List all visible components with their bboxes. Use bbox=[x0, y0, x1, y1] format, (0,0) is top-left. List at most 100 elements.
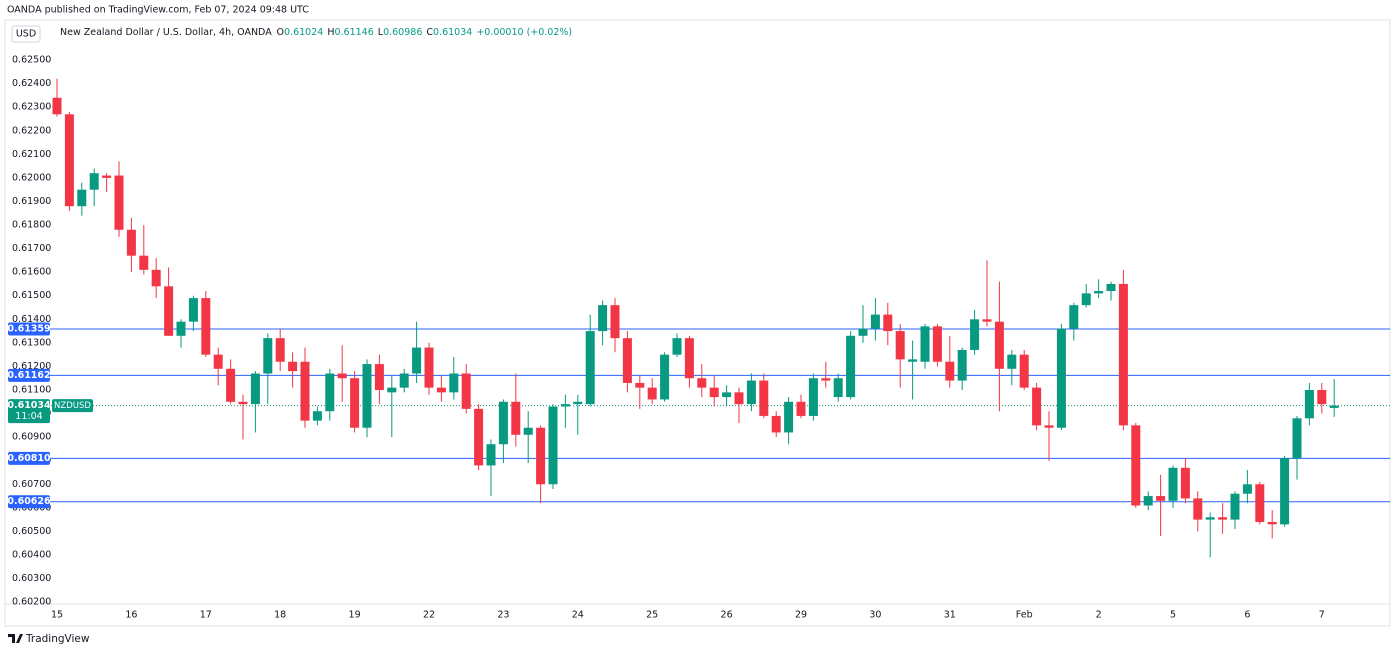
candle-body bbox=[1118, 283, 1128, 426]
candle-body bbox=[833, 378, 843, 398]
candle-body bbox=[449, 373, 459, 393]
candle-body bbox=[982, 319, 992, 322]
candle-body bbox=[1193, 498, 1203, 520]
symbol-box bbox=[52, 399, 93, 413]
candle-body bbox=[52, 97, 62, 115]
y-tick-label: 0.60700 bbox=[12, 479, 51, 490]
y-tick-label: 0.61500 bbox=[12, 290, 51, 301]
candle-body bbox=[697, 378, 707, 388]
y-tick-label: 0.61800 bbox=[12, 220, 51, 231]
candle-body bbox=[1230, 493, 1240, 520]
candle-body bbox=[114, 175, 124, 230]
candle-body bbox=[1143, 496, 1153, 506]
candle-body bbox=[957, 349, 967, 381]
y-tick-label: 0.61100 bbox=[12, 385, 51, 396]
ohlc-value: 0.60986 bbox=[383, 27, 422, 38]
candle-body bbox=[1069, 305, 1079, 329]
x-tick-label: 31 bbox=[944, 610, 956, 621]
y-tick-label: 0.62100 bbox=[12, 149, 51, 160]
y-tick-label: 0.60300 bbox=[12, 573, 51, 584]
candle-body bbox=[709, 387, 719, 398]
x-tick-label: 26 bbox=[721, 610, 733, 621]
chart-frame bbox=[4, 19, 1391, 627]
candle-body bbox=[1007, 354, 1017, 369]
candle-body bbox=[1280, 458, 1290, 525]
candle-body bbox=[858, 328, 868, 336]
last-price-box bbox=[8, 399, 50, 424]
candle-body bbox=[1019, 354, 1029, 388]
candle-body bbox=[523, 427, 533, 435]
level-label: 0.61359 bbox=[7, 323, 50, 334]
candle-body bbox=[1168, 467, 1178, 501]
candle-body bbox=[188, 298, 198, 322]
candle-body bbox=[1081, 293, 1091, 306]
candle-body bbox=[1044, 425, 1054, 428]
candle-body bbox=[1292, 418, 1302, 459]
y-tick-label: 0.62000 bbox=[12, 172, 51, 183]
published-note: OANDA published on TradingView.com, Feb … bbox=[7, 5, 309, 16]
change: +0.00010 (+0.02%) bbox=[476, 27, 572, 38]
candle-body bbox=[288, 361, 298, 372]
candle-body bbox=[1317, 390, 1327, 405]
candle-body bbox=[213, 354, 223, 369]
x-tick-label: Feb bbox=[1016, 610, 1033, 621]
candle-body bbox=[164, 286, 174, 336]
candle-body bbox=[102, 175, 112, 178]
candle-body bbox=[1032, 387, 1042, 426]
candle-body bbox=[610, 305, 620, 339]
candle-body bbox=[300, 361, 310, 421]
candle-body bbox=[1255, 484, 1265, 522]
candle-body bbox=[684, 338, 694, 379]
candle-body bbox=[647, 387, 657, 400]
ohlc-value: 0.61034 bbox=[433, 27, 472, 38]
x-tick-label: 29 bbox=[795, 610, 807, 621]
candle-body bbox=[424, 347, 434, 388]
candle-body bbox=[622, 338, 632, 383]
currency-button[interactable] bbox=[11, 25, 41, 43]
level-label: 0.60810 bbox=[7, 453, 51, 464]
candle-body bbox=[970, 319, 980, 350]
candle-body bbox=[1094, 291, 1104, 294]
ohlc-key: C bbox=[426, 27, 433, 38]
ohlc-key: O bbox=[277, 27, 284, 38]
candle-body bbox=[821, 378, 831, 381]
level-label: 0.61162 bbox=[7, 370, 50, 381]
candle-body bbox=[1056, 328, 1066, 428]
candle-body bbox=[635, 382, 645, 388]
candle-body bbox=[746, 380, 756, 405]
candle-body bbox=[176, 321, 186, 336]
candle-body bbox=[238, 401, 248, 405]
x-tick-label: 22 bbox=[423, 610, 435, 621]
y-tick-label: 0.60200 bbox=[12, 597, 51, 608]
candle-body bbox=[362, 364, 372, 428]
candle-body bbox=[536, 427, 546, 485]
countdown-label: 11:04 bbox=[15, 411, 42, 422]
candle-body bbox=[1218, 517, 1228, 520]
y-tick-label: 0.61300 bbox=[12, 337, 51, 348]
candle-body bbox=[784, 401, 794, 433]
y-tick-label: 0.61400 bbox=[12, 314, 51, 325]
candle-body bbox=[759, 380, 769, 416]
x-tick-label: 17 bbox=[200, 610, 212, 621]
candle-body bbox=[412, 347, 422, 374]
candle-body bbox=[461, 373, 471, 409]
candle-body bbox=[275, 338, 285, 362]
ohlc-value: 0.61146 bbox=[334, 27, 373, 38]
currency-label[interactable]: USD bbox=[16, 29, 36, 40]
level-label-box bbox=[8, 322, 50, 336]
candle-body bbox=[350, 378, 360, 428]
candle-body bbox=[895, 331, 905, 360]
candle-body bbox=[771, 415, 781, 433]
candle-body bbox=[1180, 467, 1190, 499]
y-tick-label: 0.61200 bbox=[12, 361, 51, 372]
level-label-box bbox=[8, 451, 50, 465]
candle-body bbox=[226, 368, 236, 402]
candle-body bbox=[201, 298, 211, 355]
candle-body bbox=[89, 173, 99, 190]
legend-line: New Zealand Dollar / U.S. Dollar, 4h, OA… bbox=[60, 27, 572, 38]
symbol-title: New Zealand Dollar / U.S. Dollar, 4h, OA… bbox=[60, 27, 272, 38]
candle-body bbox=[1267, 521, 1277, 525]
x-tick-label: 2 bbox=[1096, 610, 1102, 621]
